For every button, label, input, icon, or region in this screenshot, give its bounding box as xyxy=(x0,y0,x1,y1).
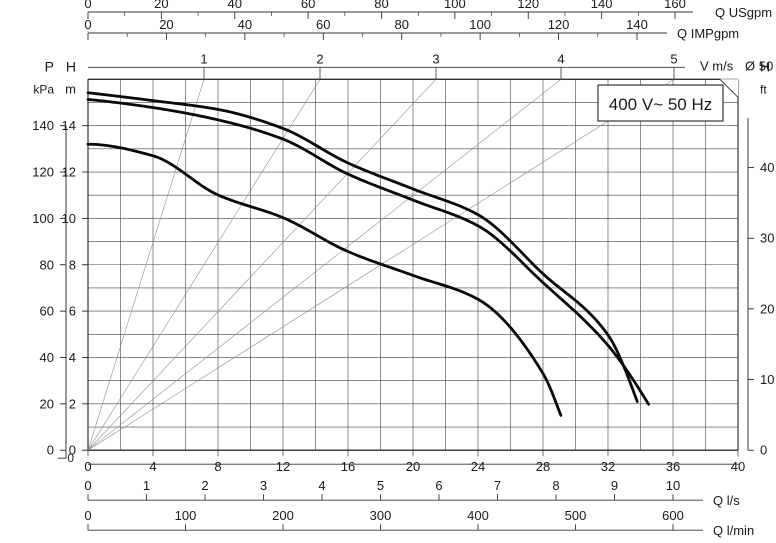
svg-text:5: 5 xyxy=(670,51,677,66)
svg-text:60: 60 xyxy=(316,17,330,32)
svg-text:40: 40 xyxy=(228,0,242,11)
svg-text:16: 16 xyxy=(341,459,355,474)
svg-text:H: H xyxy=(66,58,76,74)
svg-text:160: 160 xyxy=(664,0,686,11)
svg-text:kPa: kPa xyxy=(33,82,54,96)
svg-text:10: 10 xyxy=(760,372,774,387)
svg-text:9: 9 xyxy=(611,478,618,493)
svg-text:8: 8 xyxy=(214,459,221,474)
svg-text:0: 0 xyxy=(67,451,74,465)
svg-text:20: 20 xyxy=(159,17,173,32)
svg-text:10: 10 xyxy=(666,478,680,493)
svg-text:140: 140 xyxy=(32,118,54,133)
svg-text:100: 100 xyxy=(469,17,491,32)
svg-text:2: 2 xyxy=(316,51,323,66)
svg-text:80: 80 xyxy=(40,257,54,272)
svg-text:3: 3 xyxy=(260,478,267,493)
svg-text:120: 120 xyxy=(517,0,539,11)
svg-text:120: 120 xyxy=(32,165,54,180)
svg-text:400 V~ 50 Hz: 400 V~ 50 Hz xyxy=(609,95,713,114)
svg-text:200: 200 xyxy=(272,508,294,523)
svg-text:4: 4 xyxy=(318,478,325,493)
svg-text:H: H xyxy=(760,58,770,74)
svg-text:36: 36 xyxy=(666,459,680,474)
svg-text:0: 0 xyxy=(84,17,91,32)
svg-text:Q IMPgpm: Q IMPgpm xyxy=(677,26,739,41)
svg-text:0: 0 xyxy=(47,443,54,458)
svg-text:20: 20 xyxy=(154,0,168,11)
svg-text:60: 60 xyxy=(40,304,54,319)
svg-text:500: 500 xyxy=(565,508,587,523)
svg-text:400: 400 xyxy=(467,508,489,523)
svg-text:80: 80 xyxy=(394,17,408,32)
svg-text:2: 2 xyxy=(69,396,76,411)
svg-text:4: 4 xyxy=(149,459,156,474)
svg-text:Q l/s: Q l/s xyxy=(713,493,740,508)
svg-text:300: 300 xyxy=(370,508,392,523)
svg-text:40: 40 xyxy=(40,350,54,365)
svg-text:80: 80 xyxy=(374,0,388,11)
svg-text:40: 40 xyxy=(238,17,252,32)
svg-text:20: 20 xyxy=(40,396,54,411)
svg-text:0: 0 xyxy=(84,508,91,523)
svg-text:28: 28 xyxy=(536,459,550,474)
svg-text:20: 20 xyxy=(406,459,420,474)
svg-text:30: 30 xyxy=(760,231,774,246)
svg-text:0: 0 xyxy=(760,443,767,458)
svg-text:100: 100 xyxy=(175,508,197,523)
svg-text:140: 140 xyxy=(591,0,613,11)
svg-text:1: 1 xyxy=(200,51,207,66)
svg-text:40: 40 xyxy=(731,459,745,474)
svg-text:40: 40 xyxy=(760,160,774,175)
svg-text:ft: ft xyxy=(760,82,767,96)
svg-text:3: 3 xyxy=(432,51,439,66)
svg-text:8: 8 xyxy=(69,257,76,272)
svg-text:Q USgpm: Q USgpm xyxy=(715,5,772,20)
svg-text:12: 12 xyxy=(276,459,290,474)
svg-text:P: P xyxy=(45,58,54,74)
svg-text:24: 24 xyxy=(471,459,485,474)
svg-text:6: 6 xyxy=(69,304,76,319)
svg-text:0: 0 xyxy=(84,0,91,11)
svg-text:m: m xyxy=(65,81,76,96)
svg-text:7: 7 xyxy=(494,478,501,493)
svg-text:1: 1 xyxy=(143,478,150,493)
svg-text:6: 6 xyxy=(435,478,442,493)
svg-text:60: 60 xyxy=(301,0,315,11)
svg-text:0: 0 xyxy=(84,459,91,474)
svg-text:4: 4 xyxy=(69,350,76,365)
svg-text:0: 0 xyxy=(84,478,91,493)
svg-text:600: 600 xyxy=(662,508,684,523)
svg-text:8: 8 xyxy=(552,478,559,493)
svg-text:V m/s: V m/s xyxy=(700,58,734,73)
svg-text:5: 5 xyxy=(377,478,384,493)
svg-text:120: 120 xyxy=(548,17,570,32)
svg-text:2: 2 xyxy=(201,478,208,493)
svg-text:Q l/min: Q l/min xyxy=(713,523,754,538)
svg-text:140: 140 xyxy=(626,17,648,32)
svg-text:100: 100 xyxy=(444,0,466,11)
svg-text:32: 32 xyxy=(601,459,615,474)
svg-text:100: 100 xyxy=(32,211,54,226)
svg-text:20: 20 xyxy=(760,301,774,316)
svg-text:4: 4 xyxy=(557,51,564,66)
